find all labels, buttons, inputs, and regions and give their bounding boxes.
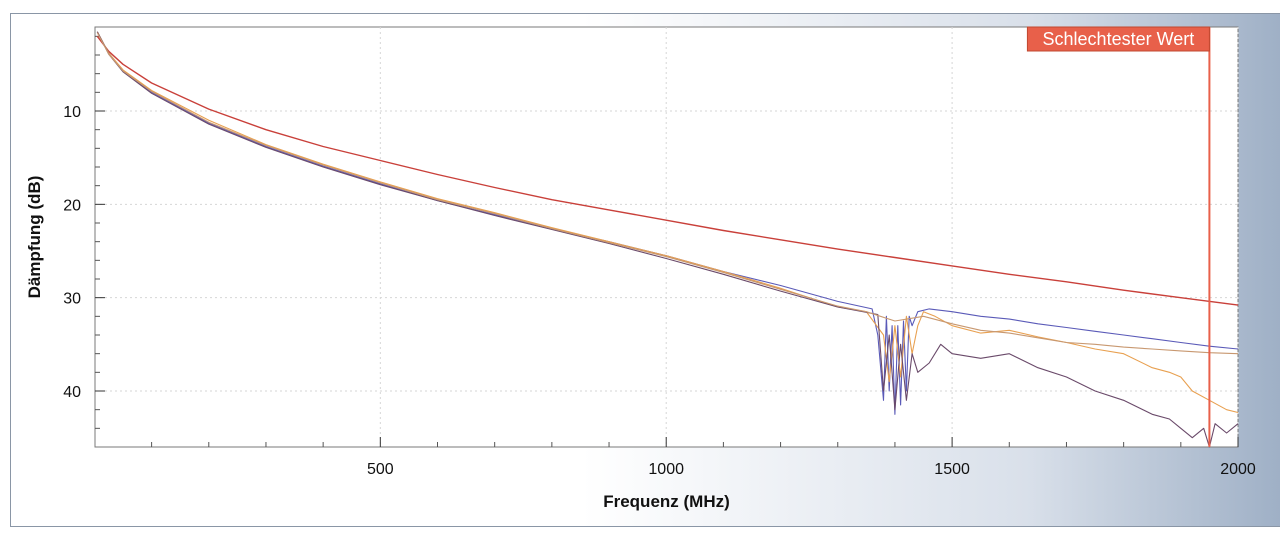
x-tick-label-2000: 2000: [1220, 461, 1256, 478]
y-tick-label-40: 40: [63, 384, 81, 401]
y-tick-label-20: 20: [63, 197, 81, 214]
marker-label: Schlechtester Wert: [1043, 29, 1195, 49]
y-tick-label-30: 30: [63, 291, 81, 308]
series-group: [96, 31, 1239, 448]
x-tick-label-1500: 1500: [934, 461, 970, 478]
series-line-dark: [96, 31, 1239, 448]
marker-label-box: [1026, 26, 1210, 52]
y-axis-title: Dämpfung (dB): [25, 176, 44, 299]
series-line-orange: [96, 31, 1239, 414]
x-axis-title: Frequenz (MHz): [603, 492, 730, 511]
x-tick-label-500: 500: [367, 461, 394, 478]
axis-ticks: 500 1000 1500 2000 10 20 30 40: [63, 35, 1256, 478]
worst-value-marker[interactable]: Schlechtester Wert: [1026, 26, 1211, 447]
series-line-tan: [96, 32, 1239, 355]
series-line-limit: [96, 35, 1239, 306]
grid: [95, 27, 1239, 447]
x-tick-label-1000: 1000: [648, 461, 684, 478]
y-tick-label-10: 10: [63, 104, 81, 121]
